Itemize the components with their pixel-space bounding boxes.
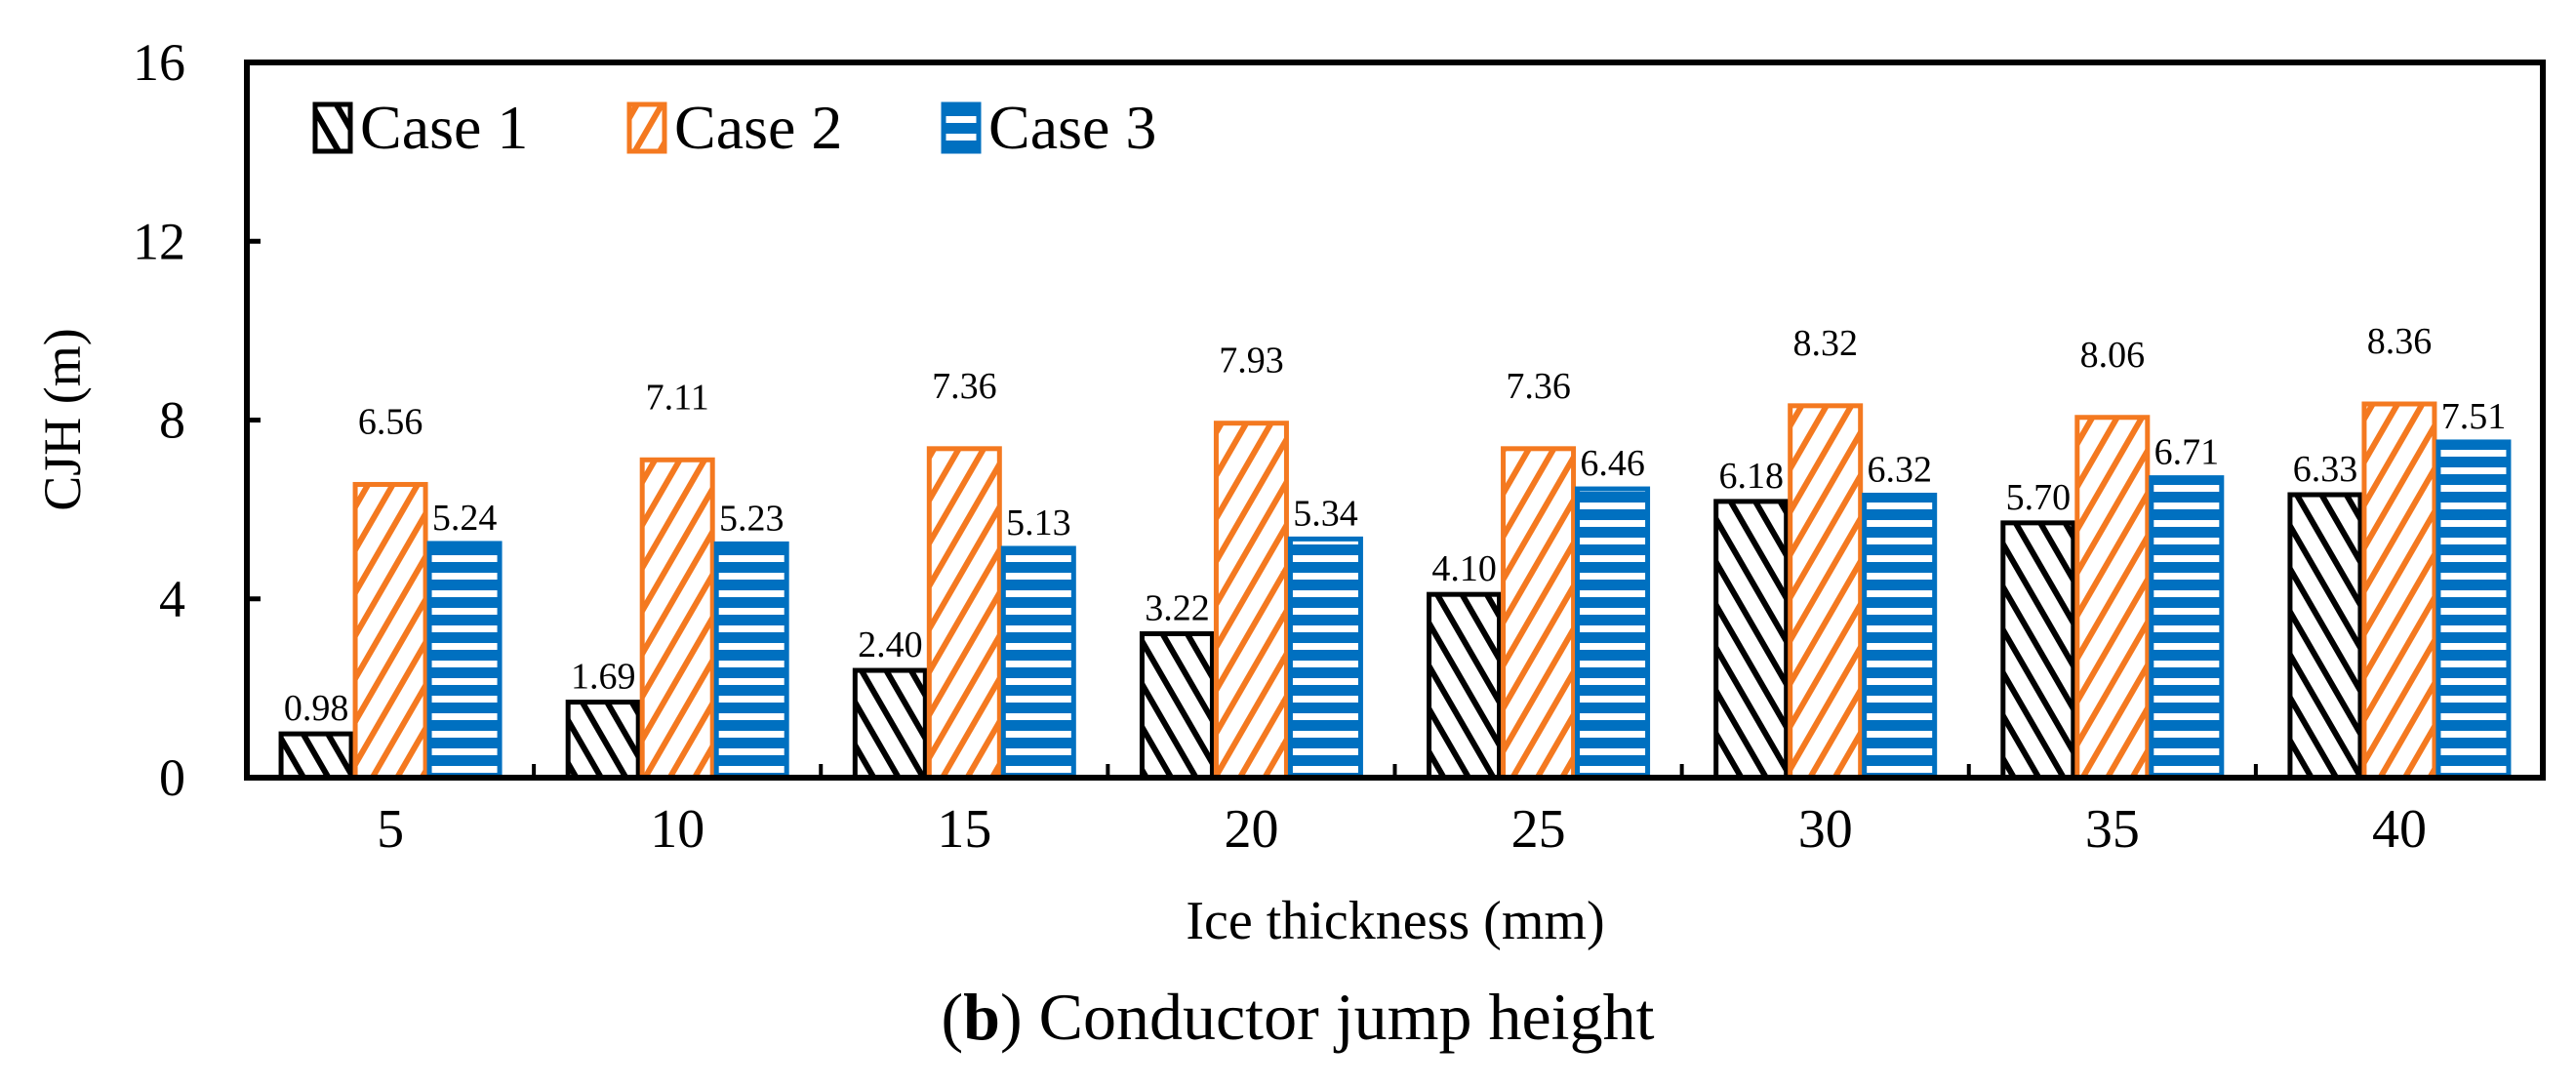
bar-case-1-15 [852,667,928,781]
bar-case-2-40 [2361,401,2437,781]
bar-case-1-20 [1139,630,1215,781]
data-label: 5.13 [1006,503,1071,543]
data-label: 0.98 [284,688,349,729]
data-label: 6.71 [2154,432,2220,473]
y-axis-label: CJH (m) [33,328,92,511]
legend-label: Case 1 [360,93,528,162]
legend-label: Case 2 [674,93,842,162]
bar-case-2-5 [352,481,428,781]
bar-case-2-20 [1213,421,1289,781]
bar-case-3-5 [426,541,503,781]
bar-case-1-5 [278,731,354,781]
data-label: 5.70 [2006,477,2072,518]
data-label: 5.24 [432,498,498,539]
data-label: 7.51 [2441,396,2507,437]
data-label: 7.11 [646,377,709,418]
y-tick-label: 12 [133,212,185,270]
y-tick-label: 8 [159,391,185,450]
bar-case-3-40 [2435,439,2512,781]
bar-case-3-35 [2149,475,2225,781]
data-label: 8.06 [2080,335,2146,376]
x-tick-label: 15 [937,799,991,860]
legend-label: Case 3 [988,93,1156,162]
x-tick-label: 20 [1224,799,1278,860]
x-tick-label: 30 [1798,799,1853,860]
data-label: 7.36 [1506,366,1571,407]
data-label: 3.22 [1145,587,1210,628]
data-label: 4.10 [1431,548,1497,589]
data-label: 6.56 [358,401,423,442]
bar-case-3-15 [1000,545,1076,781]
data-label: 8.36 [2367,321,2433,362]
bar-case-2-35 [2074,415,2151,781]
legend-item-2: Case 2 [626,93,842,162]
x-tick-label: 40 [2372,799,2427,860]
x-tick-label: 25 [1511,799,1566,860]
legend-item-1: Case 1 [312,93,528,162]
x-tick-label: 35 [2085,799,2140,860]
bar-case-2-30 [1788,403,1864,781]
bar-case-1-30 [1713,499,1790,781]
legend-item-3: Case 3 [941,93,1156,162]
data-label: 6.33 [2293,449,2358,490]
bar-case-1-25 [1427,591,1503,781]
x-tick-label: 5 [377,799,404,860]
figure-caption: (b) Conductor jump height [942,980,1655,1054]
data-label: 5.23 [719,498,785,539]
data-label: 2.40 [858,624,923,665]
bar-case-1-40 [2287,492,2363,781]
data-label: 1.69 [571,657,636,698]
plot-frame [244,60,2546,781]
x-tick-label: 10 [650,799,704,860]
legend-swatch [941,101,982,154]
data-label: 6.32 [1867,449,1932,490]
legend-swatch [312,101,353,154]
bar-case-2-15 [926,446,1002,781]
y-tick-label: 4 [159,570,185,628]
bar-case-2-10 [639,457,715,781]
bar-case-1-35 [2000,520,2076,781]
data-label: 7.93 [1219,341,1284,382]
y-tick-label: 0 [159,748,185,807]
data-label: 6.18 [1718,456,1784,497]
bar-case-1-10 [565,700,641,781]
data-label: 7.36 [932,366,997,407]
y-tick-label: 16 [133,33,185,92]
bar-case-3-10 [713,541,789,781]
bar-case-3-25 [1575,486,1651,781]
data-label: 5.34 [1293,493,1358,534]
bar-case-3-30 [1862,492,1938,781]
bar-case-2-25 [1501,446,1577,781]
legend-swatch [626,101,667,154]
data-label: 8.32 [1792,323,1858,364]
data-label: 6.46 [1580,443,1645,484]
x-axis-label: Ice thickness (mm) [1186,891,1604,951]
legend: Case 1 Case 2 Case 3 [312,93,1156,162]
bar-case-3-20 [1287,536,1363,781]
